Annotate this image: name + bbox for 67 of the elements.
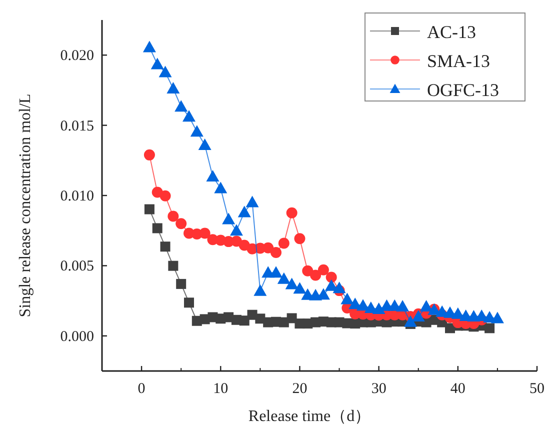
point xyxy=(176,218,187,230)
point xyxy=(340,292,354,304)
point xyxy=(270,266,282,278)
legend-label: AC-13 xyxy=(427,22,476,42)
point xyxy=(262,242,274,254)
point xyxy=(144,149,155,160)
point xyxy=(294,233,306,244)
x-tick-label: 0 xyxy=(138,381,146,397)
y-tick-label: 0.015 xyxy=(60,118,94,134)
point xyxy=(404,315,417,327)
y-tick-label: 0.005 xyxy=(60,258,94,275)
y-tick-label: 0.020 xyxy=(60,48,94,64)
x-tick-label: 10 xyxy=(213,381,228,397)
y-tick-label: 0.010 xyxy=(60,188,94,204)
x-tick-label: 30 xyxy=(371,381,386,397)
point xyxy=(158,66,172,78)
y-tick-label: 0.000 xyxy=(60,328,94,345)
point xyxy=(168,260,178,271)
point xyxy=(214,182,228,194)
point xyxy=(270,247,282,258)
x-tick-label: 20 xyxy=(292,381,308,397)
point xyxy=(152,223,162,234)
point xyxy=(254,284,267,296)
point xyxy=(332,282,346,294)
x-axis-title: Release time（d） xyxy=(248,408,371,425)
point xyxy=(174,100,188,112)
point xyxy=(278,238,290,249)
point xyxy=(302,265,314,276)
point xyxy=(198,138,212,150)
point xyxy=(222,212,236,224)
point xyxy=(144,204,154,214)
point xyxy=(239,316,250,326)
x-tick-label: 50 xyxy=(530,381,544,397)
point xyxy=(160,190,171,202)
point xyxy=(238,206,251,218)
point xyxy=(324,279,338,291)
point xyxy=(372,302,386,314)
point xyxy=(326,272,337,283)
point xyxy=(490,312,504,324)
point xyxy=(230,224,243,236)
y-axis-title: Single release concentration mol/L xyxy=(17,94,34,318)
point xyxy=(206,170,220,182)
point xyxy=(160,242,170,252)
point xyxy=(184,298,194,308)
point xyxy=(246,196,259,208)
point xyxy=(190,125,204,137)
point xyxy=(277,272,290,284)
point xyxy=(182,110,196,122)
point xyxy=(176,278,186,289)
point xyxy=(142,40,156,52)
point xyxy=(420,300,433,312)
legend-label: OGFC-13 xyxy=(427,80,500,100)
point xyxy=(293,282,306,294)
point xyxy=(310,270,322,281)
point xyxy=(150,58,164,70)
point xyxy=(166,82,180,94)
point xyxy=(168,210,179,222)
point xyxy=(412,310,425,322)
x-tick-label: 40 xyxy=(450,381,466,397)
point xyxy=(484,323,495,334)
point xyxy=(451,307,464,319)
point xyxy=(396,300,410,312)
point xyxy=(318,264,329,276)
point xyxy=(286,207,298,218)
legend-label: SMA-13 xyxy=(427,51,490,71)
point xyxy=(199,228,210,239)
point xyxy=(285,278,298,290)
